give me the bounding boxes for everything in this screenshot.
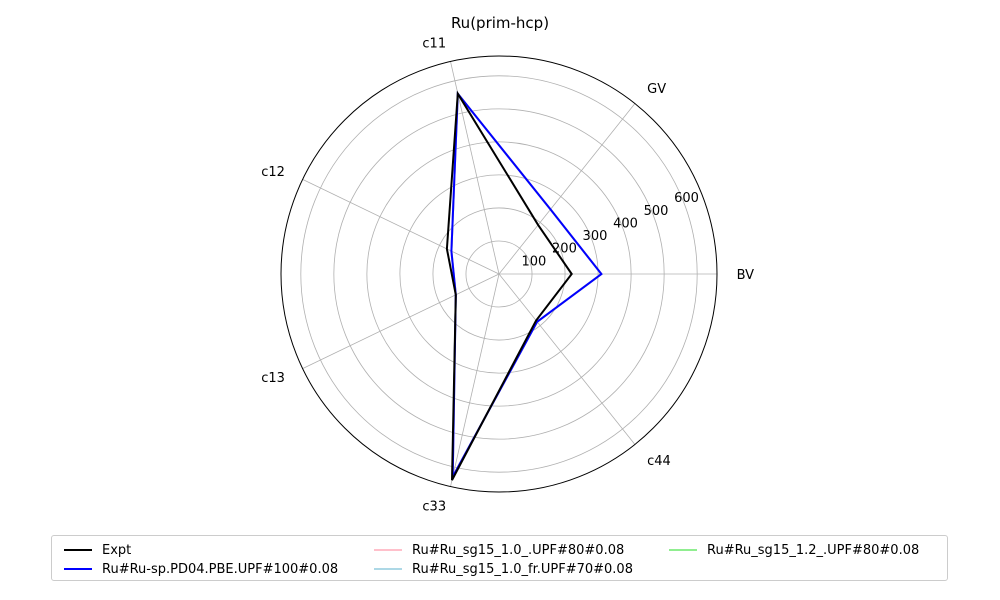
axis-label: GV bbox=[647, 82, 666, 97]
legend-item: Ru#Ru_sg15_1.0_fr.UPF#70#0.08 bbox=[374, 560, 633, 578]
series-line bbox=[450, 90, 603, 478]
axis-label: c44 bbox=[647, 454, 671, 469]
radial-tick-label: 400 bbox=[613, 216, 638, 231]
radial-tick-label: 200 bbox=[552, 242, 577, 257]
axis-label: c12 bbox=[261, 165, 285, 180]
radial-tick-label: 500 bbox=[644, 204, 669, 219]
legend-swatch bbox=[64, 549, 92, 551]
outer-frame bbox=[280, 55, 718, 493]
radial-tick-label: 300 bbox=[583, 229, 608, 244]
legend-label: Ru#Ru_sg15_1.0_fr.UPF#70#0.08 bbox=[412, 561, 633, 577]
spoke-line bbox=[302, 273, 500, 369]
legend-label: Ru#Ru-sp.PD04.PBE.UPF#100#0.08 bbox=[102, 561, 339, 577]
legend-label: Ru#Ru_sg15_1.0_.UPF#80#0.08 bbox=[412, 542, 625, 558]
series-line bbox=[450, 90, 603, 478]
radial-tick-label: 600 bbox=[674, 191, 699, 206]
chart-title: Ru(prim-hcp) bbox=[451, 14, 549, 32]
radar-grid bbox=[280, 55, 718, 493]
spoke-line bbox=[302, 179, 500, 275]
axis-label: BV bbox=[737, 268, 755, 283]
series-line bbox=[450, 90, 603, 478]
axis-label: c11 bbox=[422, 36, 446, 51]
series-line bbox=[445, 90, 573, 481]
spoke-line bbox=[450, 273, 500, 487]
axis-label: c13 bbox=[261, 371, 285, 386]
legend-swatch bbox=[669, 549, 697, 551]
legend-item: Ru#Ru-sp.PD04.PBE.UPF#100#0.08 bbox=[64, 560, 338, 578]
legend-swatch bbox=[374, 549, 402, 551]
legend-swatch bbox=[64, 568, 92, 570]
legend-label: Expt bbox=[102, 542, 132, 558]
legend: Expt Ru#Ru-sp.PD04.PBE.UPF#100#0.08 Ru#Ru_… bbox=[51, 535, 948, 581]
axis-label: c33 bbox=[422, 500, 446, 515]
legend-label: Ru#Ru_sg15_1.2_.UPF#80#0.08 bbox=[707, 542, 920, 558]
legend-swatch bbox=[374, 568, 402, 570]
radar-series bbox=[445, 90, 603, 481]
legend-item: Ru#Ru_sg15_1.0_.UPF#80#0.08 bbox=[374, 541, 624, 559]
radar-labels: 100 200 300 400 500 600 BV GV c11 c12 c13 c33 c44 bbox=[261, 36, 754, 514]
legend-item: Ru#Ru_sg15_1.2_.UPF#80#0.08 bbox=[669, 541, 919, 559]
spoke-line bbox=[498, 273, 636, 445]
legend-item: Expt bbox=[64, 541, 131, 559]
radial-tick-label: 100 bbox=[522, 254, 547, 269]
series-line bbox=[450, 90, 603, 478]
spoke-line bbox=[498, 103, 636, 275]
